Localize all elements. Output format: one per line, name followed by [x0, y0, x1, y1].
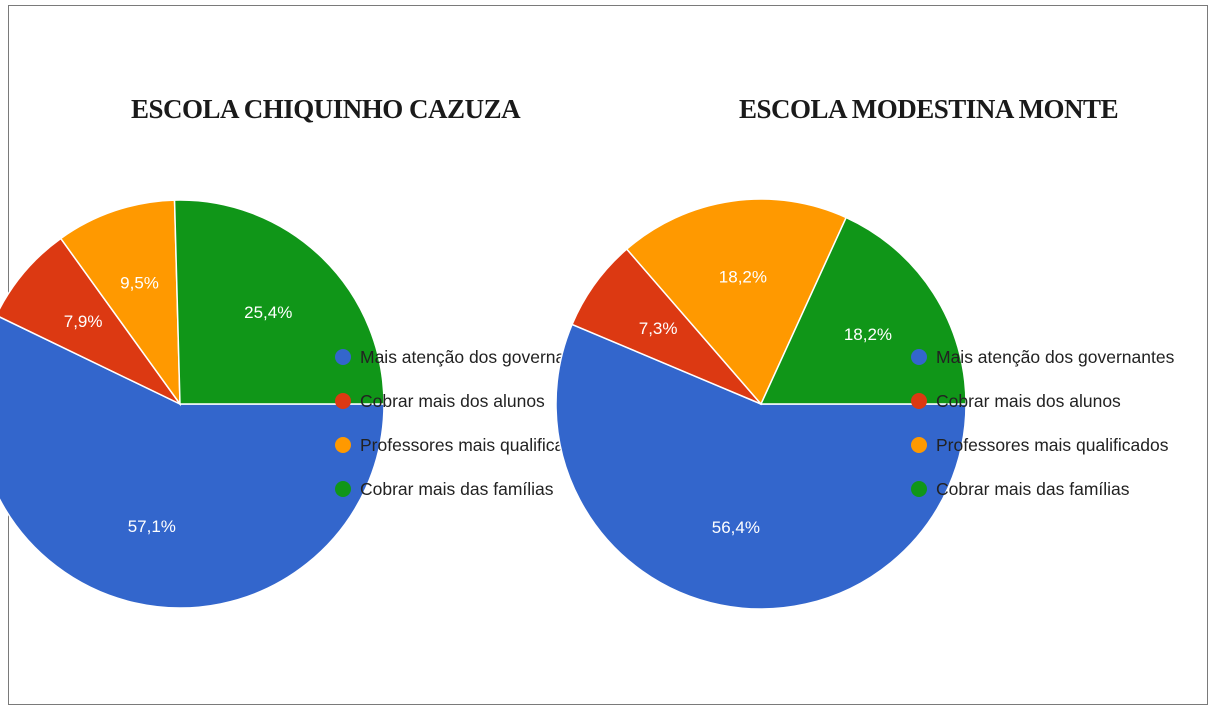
slice-value-label: 57,1%: [128, 517, 176, 536]
legend-swatch-red: [335, 393, 351, 409]
legend-item[interactable]: Cobrar mais das famílias: [335, 474, 598, 504]
legend-label: Mais atenção dos governantes: [360, 346, 599, 367]
slice-value-label: 7,9%: [64, 312, 103, 331]
chart-panel-chiquinho-cazuza: ESCOLA CHIQUINHO CAZUZA 57,1% 7,9% 9,5% 25,…: [0, 6, 609, 696]
legend-swatch-green: [335, 481, 351, 497]
legend-label: Mais atenção dos governantes: [936, 346, 1175, 367]
legend-item[interactable]: Cobrar mais dos alunos: [335, 386, 598, 416]
slice-value-label: 25,4%: [244, 303, 292, 322]
legend-swatch-green: [911, 481, 927, 497]
slice-value-label: 56,4%: [712, 518, 760, 537]
figure-frame: ESCOLA CHIQUINHO CAZUZA 57,1% 7,9% 9,5% 25,…: [0, 5, 1209, 705]
chart-title: ESCOLA CHIQUINHO CAZUZA: [131, 94, 521, 124]
legend-label: Cobrar mais das famílias: [936, 478, 1130, 499]
chart-panel-modestina-monte: ESCOLA MODESTINA MONTE 56,4% 7,3% 18,2% 18,…: [555, 6, 1209, 696]
legend-item[interactable]: Mais atenção dos governantes: [911, 342, 1174, 372]
legend-label: Professores mais qualificados: [360, 434, 593, 455]
pie-chart: 57,1% 7,9% 9,5% 25,4%: [0, 199, 385, 609]
pie-slice[interactable]: [59, 199, 181, 407]
pie-slice[interactable]: [625, 198, 848, 406]
pie-slice[interactable]: [173, 199, 385, 405]
slice-value-label: 7,3%: [639, 319, 678, 338]
pie-slice[interactable]: [0, 315, 385, 609]
legend-item[interactable]: Cobrar mais das famílias: [911, 474, 1174, 504]
legend-label: Cobrar mais dos alunos: [360, 390, 545, 411]
pie-slice[interactable]: [0, 237, 181, 405]
slice-value-label: 18,2%: [844, 325, 892, 344]
pie-slice[interactable]: [555, 323, 967, 610]
legend-swatch-orange: [335, 437, 351, 453]
legend-label: Cobrar mais das famílias: [360, 478, 554, 499]
legend-item[interactable]: Professores mais qualificados: [335, 430, 598, 460]
slice-value-label: 18,2%: [719, 268, 767, 287]
legend-item[interactable]: Mais atenção dos governantes: [335, 342, 598, 372]
legend-item[interactable]: Cobrar mais dos alunos: [911, 386, 1174, 416]
slice-value-label: 9,5%: [120, 274, 159, 293]
chart-legend: Mais atenção dos governantes Cobrar mais…: [911, 342, 1174, 518]
legend-item[interactable]: Professores mais qualificados: [911, 430, 1174, 460]
chart-legend: Mais atenção dos governantes Cobrar mais…: [335, 342, 598, 518]
legend-swatch-orange: [911, 437, 927, 453]
legend-swatch-red: [911, 393, 927, 409]
legend-swatch-blue: [911, 349, 927, 365]
legend-label: Cobrar mais dos alunos: [936, 390, 1121, 411]
chart-title: ESCOLA MODESTINA MONTE: [739, 94, 1119, 124]
legend-label: Professores mais qualificados: [936, 434, 1169, 455]
legend-swatch-blue: [335, 349, 351, 365]
